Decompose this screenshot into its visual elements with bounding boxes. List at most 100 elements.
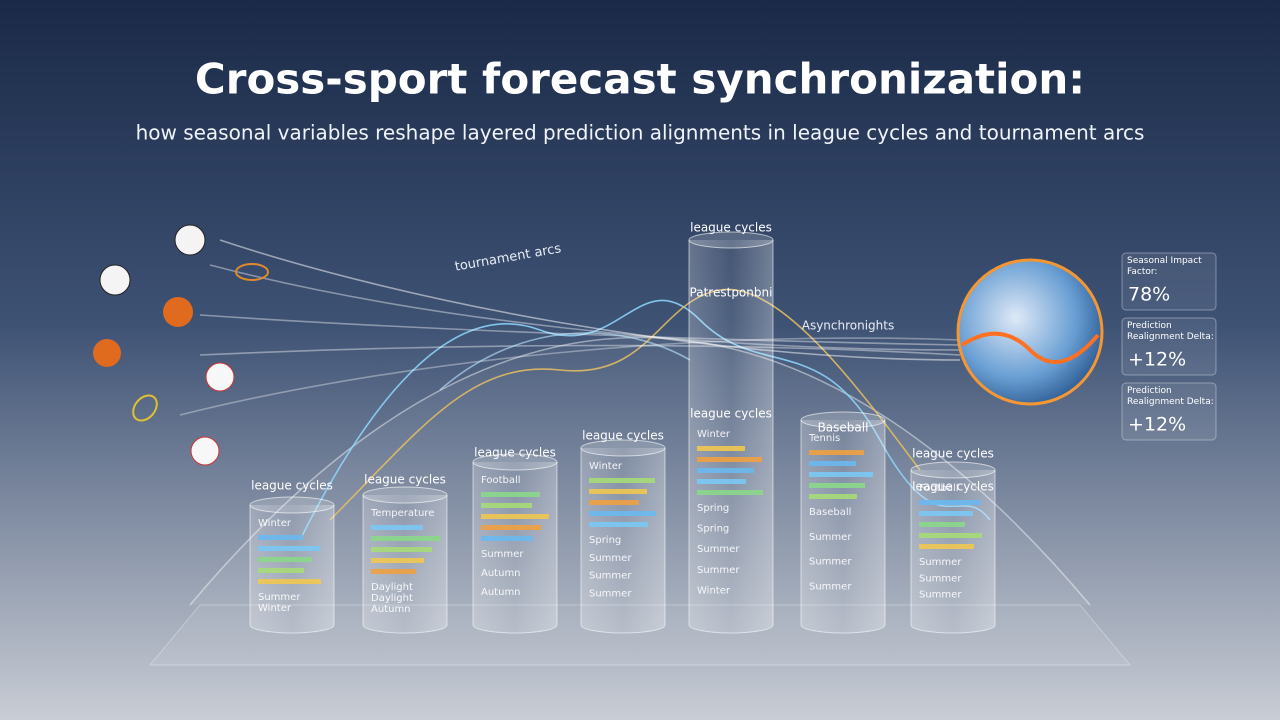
cylinder-item: Summer bbox=[697, 565, 740, 576]
cylinder-label: league cycles bbox=[690, 407, 772, 421]
card-label-box: Prediction Realignment Delta: bbox=[1127, 386, 1214, 407]
cylinder: league cycles Football Summer Autumn Autumn bbox=[472, 446, 558, 634]
card-box bbox=[1121, 317, 1217, 376]
indicator-bar bbox=[589, 500, 639, 505]
indicator-bar bbox=[589, 522, 648, 527]
cylinder-item: Summer bbox=[919, 557, 962, 568]
indicator-bar bbox=[809, 483, 865, 488]
cylinder-label: league cycles bbox=[474, 446, 556, 460]
cylinder-item: Autumn bbox=[481, 587, 521, 598]
cylinder-item: Autumn bbox=[371, 604, 411, 615]
cylinder-item: Summer bbox=[809, 581, 852, 592]
card-label: Seasonal Impact Factor: bbox=[1127, 256, 1202, 277]
indicator-bar bbox=[919, 511, 973, 516]
cylinder-label: league cycles bbox=[364, 473, 446, 487]
cylinder-item: Summer bbox=[258, 592, 301, 603]
cylinder-item: Summer bbox=[919, 590, 962, 601]
cylinder-item: Summer bbox=[589, 553, 632, 564]
side-label: Asynchronights bbox=[802, 319, 895, 333]
forecast-curves bbox=[179, 239, 991, 541]
indicator-bar bbox=[589, 478, 655, 483]
indicator-bar bbox=[258, 546, 320, 551]
indicator-bar bbox=[919, 544, 974, 549]
cylinder: league cycles Temperature DaylightDaylight… bbox=[362, 473, 448, 634]
indicator-bar bbox=[371, 525, 423, 530]
cylinder-item: Spring bbox=[697, 503, 729, 514]
cylinder-label: Patrestponbni bbox=[690, 286, 773, 300]
globe bbox=[956, 258, 1104, 406]
indicator-bar bbox=[697, 446, 745, 451]
indicator-bar bbox=[258, 557, 312, 562]
cylinder-item: Summer bbox=[809, 557, 852, 568]
cylinder-label: Baseball bbox=[818, 421, 869, 435]
cylinder-item: Winter bbox=[697, 585, 731, 596]
indicator-bar bbox=[809, 472, 873, 477]
cylinder-item: Tennis bbox=[808, 433, 840, 444]
indicator-bar bbox=[809, 494, 857, 499]
cylinder-item: Autumn bbox=[481, 568, 521, 579]
card-label: Prediction Realignment Delta: bbox=[1127, 321, 1214, 342]
subtitle: how seasonal variables reshape layered p… bbox=[136, 121, 1145, 145]
cylinder-item: Football bbox=[919, 483, 959, 494]
cylinder-item: Temperature bbox=[370, 508, 434, 519]
indicator-bar bbox=[481, 514, 549, 519]
cylinder-item: Daylight bbox=[371, 593, 413, 604]
indicator-bar bbox=[697, 490, 763, 495]
indicator-bar bbox=[258, 579, 321, 584]
indicator-bar bbox=[697, 468, 754, 473]
indicator-bar bbox=[919, 533, 982, 538]
cylinder-item: Summer bbox=[481, 549, 524, 560]
card-value: +12% bbox=[1128, 414, 1186, 436]
cylinder-item: Daylight bbox=[371, 582, 413, 593]
card-box bbox=[1121, 252, 1217, 311]
cylinder-item: Winter bbox=[697, 429, 731, 440]
title: Cross-sport forecast synchronization: bbox=[195, 55, 1085, 104]
cylinder-label: league cycles bbox=[912, 447, 994, 461]
indicator-bar bbox=[809, 461, 856, 466]
indicator-bar bbox=[481, 536, 533, 541]
cylinder-top bbox=[472, 453, 558, 471]
indicator-bar bbox=[919, 522, 965, 527]
indicator-bar bbox=[371, 536, 440, 541]
stat-card: Prediction Realignment Delta: +12% bbox=[1121, 317, 1217, 376]
cylinder-body bbox=[910, 470, 996, 634]
card-value: 78% bbox=[1128, 284, 1170, 306]
cylinder-top bbox=[910, 461, 996, 479]
indicator-bar bbox=[697, 479, 746, 484]
indicator-bar bbox=[697, 457, 762, 462]
cylinder-label: league cycles bbox=[912, 480, 994, 494]
cylinder: league cycles Winter Spring Summer Summer Sum… bbox=[580, 429, 666, 634]
cylinder-item: Winter bbox=[258, 603, 292, 614]
card-label-box: Prediction Realignment Delta: bbox=[1127, 321, 1214, 342]
cylinder-top bbox=[249, 496, 335, 514]
cylinder-body bbox=[472, 462, 558, 634]
cylinder-item: Summer bbox=[697, 544, 740, 555]
cylinder-body bbox=[580, 448, 666, 634]
indicator-bar bbox=[589, 511, 656, 516]
card-value: +12% bbox=[1128, 349, 1186, 371]
cylinder-item: Summer bbox=[589, 588, 632, 599]
indicator-bar bbox=[371, 569, 416, 574]
cylinder-label: league cycles bbox=[690, 221, 772, 235]
card-label-box: Seasonal Impact Factor: bbox=[1127, 256, 1202, 277]
cylinder-item: Football bbox=[481, 475, 521, 486]
cylinder-item: Winter bbox=[258, 518, 292, 529]
sport-balls bbox=[93, 224, 269, 466]
indicator-bar bbox=[371, 547, 432, 552]
cylinder-top bbox=[688, 231, 774, 249]
cylinder-item: Spring bbox=[589, 535, 621, 546]
stat-card: Seasonal Impact Factor: 78% bbox=[1121, 252, 1217, 311]
cylinder-top bbox=[800, 411, 886, 429]
cylinder-item: Spring bbox=[697, 524, 729, 535]
indicator-bar bbox=[809, 450, 864, 455]
stat-card: Prediction Realignment Delta: +12% bbox=[1121, 382, 1217, 441]
cylinder-top bbox=[580, 439, 666, 457]
cylinder: league cycles Patrestponbni league cycles W… bbox=[688, 221, 774, 634]
card-label: Prediction Realignment Delta: bbox=[1127, 386, 1214, 407]
indicator-bar bbox=[481, 525, 541, 530]
indicator-bar bbox=[481, 503, 532, 508]
